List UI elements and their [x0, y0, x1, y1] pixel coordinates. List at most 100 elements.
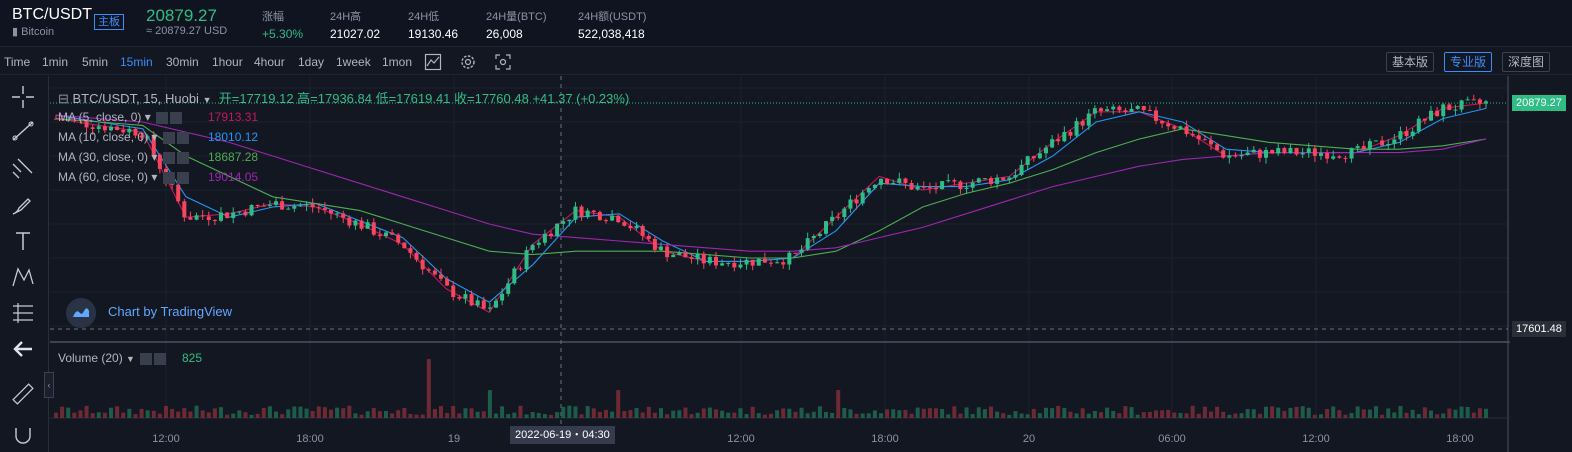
candle-body — [1367, 141, 1372, 150]
chevron-down-icon[interactable]: ▾ — [148, 130, 161, 144]
screenshot-icon[interactable] — [494, 53, 512, 71]
candle-body — [683, 252, 688, 258]
market-header: BTC/USDT 主板 ▮ Bitcoin 20879.27 ≈ 20879.2… — [0, 0, 1572, 47]
chart-type-icon[interactable] — [424, 53, 442, 71]
ma-close-icon[interactable] — [176, 131, 189, 144]
candle-body — [280, 201, 285, 210]
view-mode-button-1[interactable]: 专业版 — [1444, 52, 1493, 72]
volume-close-icon[interactable] — [154, 352, 167, 365]
candle-body — [714, 256, 718, 266]
ma-label[interactable]: MA (5, close, 0) — [58, 110, 142, 124]
symbol-label[interactable]: BTC/USDT, 15, Huobi — [72, 91, 199, 106]
ma-settings-icon[interactable] — [156, 111, 169, 124]
timeframe-Time[interactable]: Time — [4, 55, 31, 69]
candle-body — [426, 269, 431, 271]
candle-body — [1068, 131, 1073, 136]
ma-close-icon[interactable] — [176, 171, 189, 184]
candle-body — [885, 178, 890, 185]
text-tool-icon[interactable] — [10, 228, 36, 254]
ma-label[interactable]: MA (10, close, 0) — [58, 130, 149, 144]
ma-label[interactable]: MA (60, close, 0) — [58, 170, 149, 184]
volume-bar — [744, 414, 749, 418]
candle-body — [292, 206, 297, 209]
volume-settings-icon[interactable] — [140, 352, 153, 365]
volume-bar — [1325, 408, 1330, 418]
timeframe-5min[interactable]: 5min — [82, 55, 109, 69]
price-chart[interactable]: 21000.0020500.0020000.0019500.0019000.00… — [50, 76, 1510, 452]
chevron-down-icon[interactable]: ▼ — [126, 354, 135, 364]
volume-bar — [384, 411, 388, 418]
ma-legend-row: MA (60, close, 0) ▾ — [58, 170, 189, 184]
candle-body — [365, 222, 370, 229]
view-mode-button-2[interactable]: 深度图 — [1502, 52, 1551, 72]
ma-value: 18010.12 — [208, 130, 259, 144]
candle-body — [78, 119, 83, 121]
tradingview-watermark[interactable]: Chart by TradingView — [108, 304, 233, 319]
ruler-icon[interactable] — [10, 381, 36, 407]
chevron-down-icon[interactable]: ▾ — [141, 110, 155, 124]
candle-body — [1227, 155, 1232, 158]
collapse-icon[interactable]: ⊟ — [58, 91, 73, 106]
candle-body — [1111, 106, 1116, 110]
timeframe-1mon[interactable]: 1mon — [382, 55, 413, 69]
timeframe-30min[interactable]: 30min — [166, 55, 199, 69]
timeframe-1min[interactable]: 1min — [42, 55, 69, 69]
candle-body — [1429, 110, 1433, 121]
volume-bar — [322, 407, 327, 418]
settings-gear-icon[interactable] — [459, 53, 477, 71]
volume-bar — [1294, 406, 1299, 418]
fib-tool-icon[interactable] — [10, 156, 36, 182]
volume-bar — [1044, 407, 1048, 418]
volume-bar — [585, 406, 590, 418]
candle-body — [1325, 153, 1330, 159]
timeframe-1week[interactable]: 1week — [336, 55, 371, 69]
candle-body — [359, 220, 364, 229]
candle-body — [732, 262, 737, 268]
volume-bar — [1019, 413, 1024, 418]
ma-close-icon[interactable] — [176, 151, 189, 164]
ma-settings-icon[interactable] — [162, 131, 175, 144]
volume-bar — [1080, 408, 1085, 418]
brush-icon[interactable] — [10, 192, 36, 218]
chevron-down-icon[interactable]: ▾ — [148, 170, 161, 184]
timeframe-15min[interactable]: 15min — [120, 55, 153, 69]
ma-close-icon[interactable] — [170, 111, 183, 124]
volume-bar — [1429, 410, 1433, 418]
stat-1: 24H高 21027.02 — [330, 8, 380, 41]
trend-line-icon[interactable] — [10, 118, 36, 144]
candle-body — [573, 206, 578, 220]
pattern-tool-icon[interactable] — [10, 264, 36, 290]
volume-value: 825 — [182, 351, 203, 365]
ma-label[interactable]: MA (30, close, 0) — [58, 150, 149, 164]
chevron-down-icon[interactable]: ▾ — [148, 150, 161, 164]
candle-body — [310, 204, 315, 208]
ma-settings-icon[interactable] — [162, 151, 175, 164]
timeframe-4hour[interactable]: 4hour — [254, 55, 285, 69]
ma-settings-icon[interactable] — [162, 171, 175, 184]
candle-body — [1086, 113, 1091, 126]
magnet-icon[interactable] — [10, 422, 36, 448]
pair-name[interactable]: BTC/USDT — [12, 6, 92, 23]
volume-bar — [549, 414, 553, 418]
volume-bar — [1343, 414, 1348, 418]
volume-bar — [72, 412, 77, 418]
volume-bar — [665, 414, 670, 418]
view-mode-button-0[interactable]: 基本版 — [1386, 52, 1435, 72]
measure-tool-icon[interactable] — [10, 300, 36, 326]
volume-bar — [274, 411, 278, 418]
crosshair-icon[interactable] — [10, 84, 36, 110]
volume-bar — [1465, 406, 1470, 418]
candle-body — [1215, 144, 1220, 151]
back-arrow-icon[interactable] — [10, 336, 36, 362]
collapse-drawbar-handle[interactable]: ‹ — [44, 372, 54, 398]
timeframe-1day[interactable]: 1day — [298, 55, 325, 69]
candle-body — [1209, 140, 1213, 145]
timeframe-1hour[interactable]: 1hour — [212, 55, 243, 69]
stat-value: 19130.46 — [408, 27, 459, 41]
volume-bar — [219, 407, 223, 418]
chevron-down-icon[interactable]: ▼ — [202, 95, 212, 105]
candle-body — [176, 184, 181, 202]
candle-body — [457, 297, 462, 299]
candle-body — [634, 225, 639, 229]
chart-toolbar: Time 1min 5min 15min 30min 1hour 4hour 1day 1wee… — [0, 50, 1572, 75]
